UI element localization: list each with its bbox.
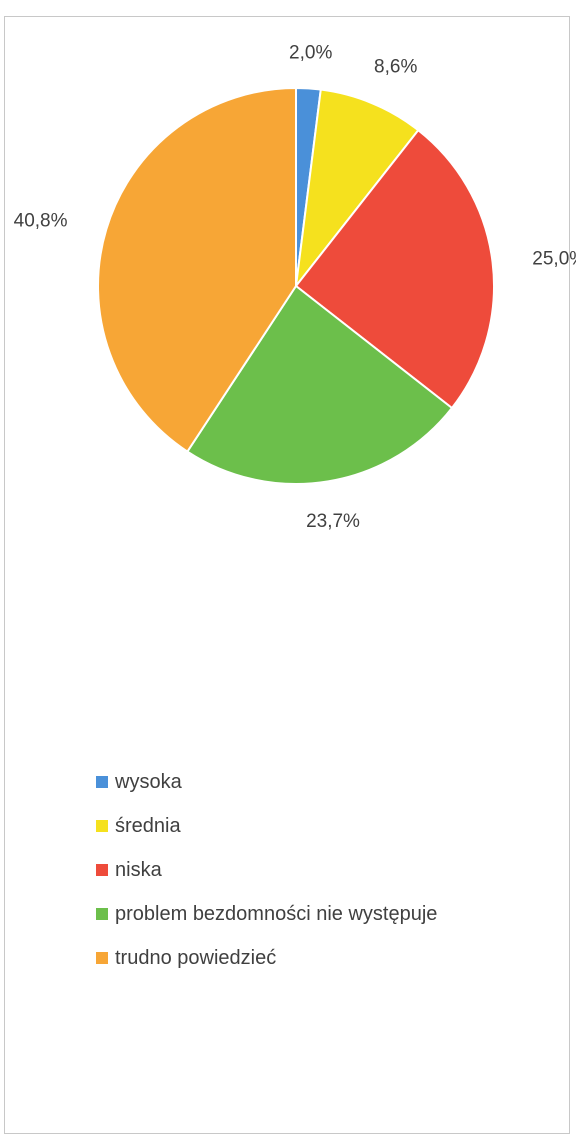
legend-label-brak-problemu: problem bezdomności nie występuje	[115, 902, 438, 925]
pie-slice-niska	[294, 128, 495, 410]
legend-label-trudno-powiedziec: trudno powiedzieć	[115, 946, 277, 969]
legend-item-trudno-powiedziec: trudno powiedzieć	[96, 946, 437, 970]
data-label-problem-bezdomnosci-nie-wystepuje: 23,7%	[306, 511, 360, 532]
legend-label-niska: niska	[115, 858, 162, 881]
data-label-niska: 25,0%	[532, 249, 576, 270]
legend-label-srednia: średnia	[115, 814, 181, 837]
legend-item-srednia: średnia	[96, 814, 437, 838]
data-label-srednia: 8,6%	[374, 56, 417, 77]
legend-item-wysoka: wysoka	[96, 770, 437, 794]
legend-swatch-srednia	[96, 820, 108, 832]
data-label-wysoka: 2,0%	[289, 43, 332, 64]
legend-label-wysoka: wysoka	[115, 770, 182, 793]
legend-swatch-trudno-powiedziec	[96, 952, 108, 964]
legend: wysoka średnia niska problem bezdomności…	[96, 770, 437, 990]
legend-item-brak-problemu: problem bezdomności nie występuje	[96, 902, 437, 926]
pie-chart: 2,0% 8,6% 25,0% 23,7% 40,8%	[14, 43, 576, 533]
legend-swatch-brak-problemu	[96, 908, 108, 920]
legend-item-niska: niska	[96, 858, 437, 882]
legend-swatch-niska	[96, 864, 108, 876]
pie-slice-problem-bezdomnosci-nie-wystepuje	[186, 284, 454, 485]
data-label-trudno-powiedziec: 40,8%	[14, 211, 68, 232]
pie-slice-trudno-powiedziec	[97, 86, 297, 453]
pie-slice-srednia	[294, 88, 420, 290]
legend-swatch-wysoka	[96, 776, 108, 788]
